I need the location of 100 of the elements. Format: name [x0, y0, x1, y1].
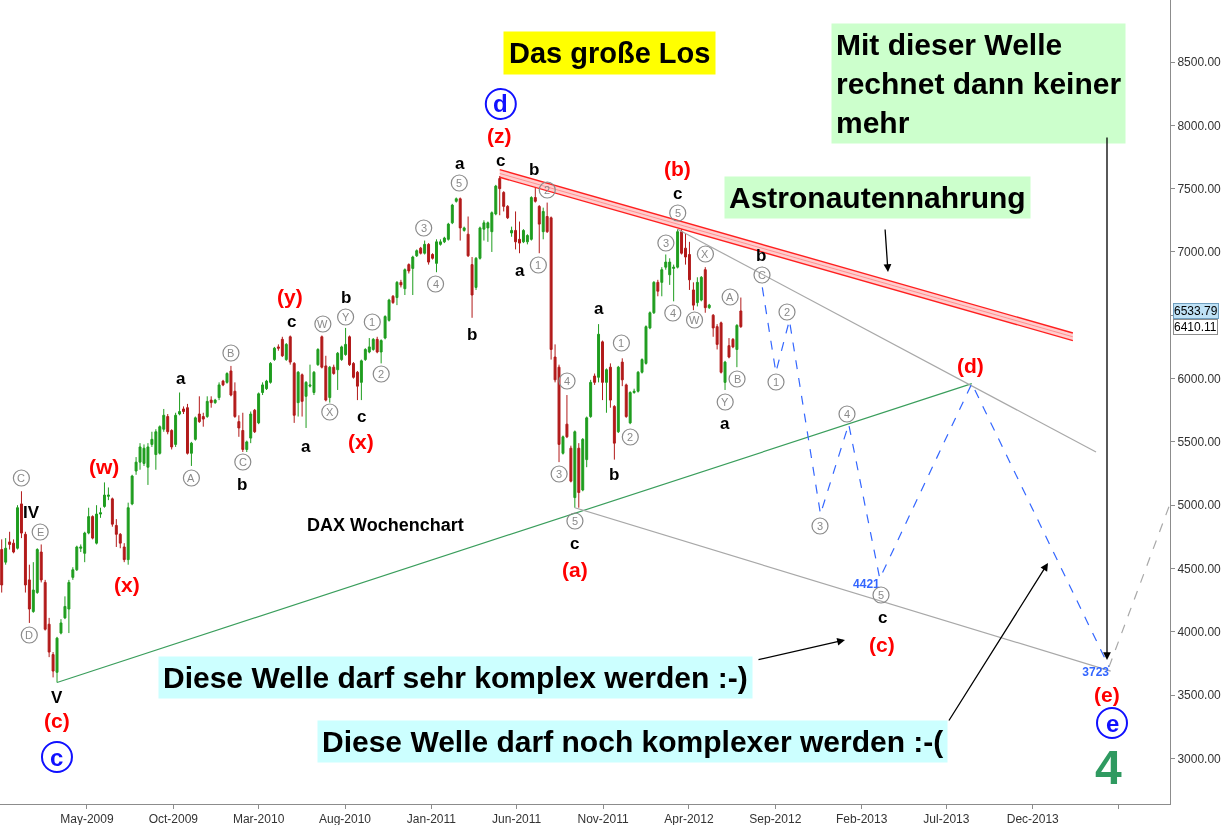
annotation: A [187, 472, 195, 484]
candlestick [241, 412, 245, 453]
candlestick [122, 542, 126, 563]
candlestick [110, 497, 114, 528]
candlestick [699, 275, 703, 302]
candlestick [126, 502, 130, 566]
candlestick [55, 636, 59, 683]
candlestick [735, 323, 739, 368]
annotation: C [239, 456, 247, 468]
candlestick [189, 441, 193, 467]
annotation: 2 [784, 306, 791, 318]
candlestick [138, 442, 142, 471]
annotation: Diese Welle darf sehr komplex werden :-) [163, 661, 748, 694]
candlestick [174, 412, 178, 448]
annotation: c [357, 407, 367, 426]
candlestick [514, 210, 518, 250]
y-tick-label: 5500.00 [1177, 435, 1222, 450]
annotation: W [317, 318, 328, 330]
candlestick [91, 514, 95, 540]
y-tick-label: 3500.00 [1177, 688, 1222, 703]
candlestick [371, 337, 375, 352]
annotation: 1 [773, 376, 780, 388]
candlestick [569, 445, 573, 483]
candlestick [8, 531, 12, 551]
annotation: c [570, 534, 580, 553]
annotation: a [515, 261, 525, 280]
x-tick-label: Sep-2012 [749, 812, 802, 825]
candlestick [0, 538, 4, 594]
candlestick [537, 204, 541, 254]
annotation: D [25, 629, 33, 641]
candlestick [411, 255, 415, 296]
candlestick [616, 365, 620, 434]
x-tick-label: Jun-2011 [492, 812, 542, 825]
text: 6533.79 [1174, 304, 1218, 318]
annotation: V [51, 688, 63, 707]
candlestick [529, 195, 533, 242]
candlestick [300, 373, 304, 418]
x-tick-label: Dec-2013 [1006, 812, 1060, 825]
annotation: a [176, 369, 186, 388]
candlestick [462, 226, 466, 231]
x-tick-label: Apr-2012 [664, 812, 714, 825]
annotation: Mit dieser Welle rechnet dann keiner mehr [836, 28, 1122, 139]
annotation: b [756, 246, 767, 265]
candlestick [375, 336, 379, 354]
text: 6410.11 [1174, 320, 1217, 334]
candlestick [597, 323, 601, 383]
x-tick-label: Oct-2009 [148, 812, 199, 825]
candlestick [245, 440, 249, 453]
candlestick [193, 416, 197, 442]
candlestick [573, 429, 577, 509]
candlestick [344, 327, 348, 357]
annotation: 2 [378, 368, 385, 380]
annotation: (z) [487, 124, 512, 147]
annotation: 2 [627, 431, 634, 443]
y-tick-label: 4000.00 [1177, 625, 1222, 639]
candlestick [727, 337, 731, 359]
candlestick [292, 361, 296, 424]
candlestick [225, 371, 229, 385]
candlestick [39, 543, 43, 583]
candlestick [407, 262, 411, 274]
y-tick-label: 3000.00 [1177, 751, 1222, 766]
annotation: 4 [670, 307, 677, 319]
annotation: 5 [675, 207, 682, 219]
y-tick-label: 5000.00 [1177, 498, 1222, 513]
candlestick [593, 373, 597, 386]
x-tick-label: May-2009 [60, 812, 114, 825]
annotation: X [701, 248, 709, 260]
candlestick [521, 228, 525, 244]
annotation: A [726, 291, 734, 303]
candlestick [296, 370, 300, 418]
x-tick-label: Jan-2011 [406, 812, 457, 825]
candlestick [498, 175, 502, 216]
annotation: 4 [1095, 741, 1122, 794]
candlestick [601, 340, 604, 401]
candlestick [284, 342, 288, 362]
y-tick-label: 7500.00 [1177, 181, 1222, 196]
candlestick [257, 392, 261, 425]
candlestick [454, 197, 458, 202]
candlestick [707, 303, 711, 309]
annotation: 1 [535, 259, 542, 271]
candlestick [719, 321, 723, 375]
annotation: a [594, 299, 604, 318]
annotation: 4 [433, 278, 440, 290]
candlestick [19, 490, 23, 539]
annotation: Y [721, 396, 729, 408]
candlestick [510, 226, 514, 238]
annotation: (b) [664, 157, 691, 180]
line-series [761, 286, 1110, 668]
annotation: (w) [89, 455, 120, 478]
y-tick-label: 8500.00 [1177, 55, 1222, 70]
candlestick [450, 203, 454, 225]
candlestick [624, 383, 628, 419]
annotation: (y) [277, 285, 303, 308]
data-label: 4421 [853, 576, 881, 591]
candlestick [205, 395, 209, 419]
candlestick [249, 411, 253, 444]
x-tick-label: Feb-2013 [836, 812, 888, 825]
annotation: B [227, 347, 235, 359]
candlestick [16, 504, 19, 551]
candlestick [221, 380, 225, 387]
